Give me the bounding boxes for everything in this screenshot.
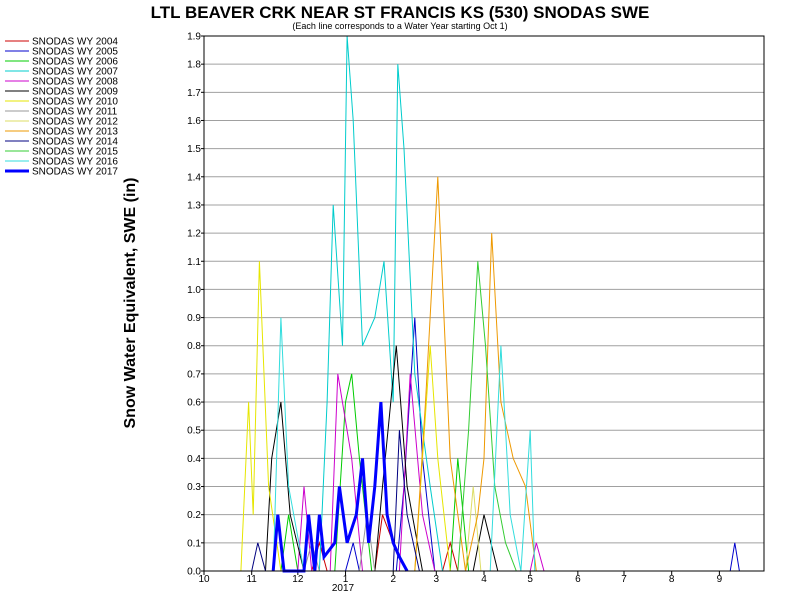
legend-entry: SNODAS WY 2014	[32, 137, 118, 148]
series-line	[414, 176, 537, 572]
series-line	[318, 35, 443, 572]
legend-entry: SNODAS WY 2016	[32, 157, 118, 168]
x-tick-label: 3	[434, 574, 440, 585]
y-tick-label: 1.9	[187, 32, 201, 43]
series-lines	[240, 35, 740, 573]
y-tick-label: 0.0	[187, 567, 201, 578]
y-tick-label: 0.8	[187, 341, 201, 352]
legend-entry: SNODAS WY 2009	[32, 87, 118, 98]
y-tick-label: 1.7	[187, 88, 201, 99]
y-tick-label: 1.3	[187, 200, 201, 211]
series-line	[345, 317, 740, 572]
series-line	[465, 486, 482, 572]
x-axis-year-label: 2017	[332, 583, 355, 594]
y-tick-label: 1.8	[187, 60, 201, 71]
x-tick-label: 9	[717, 574, 723, 585]
legend-entry: SNODAS WY 2004	[32, 37, 118, 48]
series-line	[457, 261, 517, 572]
y-tick-label: 0.5	[187, 426, 201, 437]
legend-entry: SNODAS WY 2011	[32, 107, 118, 118]
x-tick-label: 5	[527, 574, 533, 585]
y-tick-label: 1.6	[187, 116, 201, 127]
series-line	[271, 401, 409, 573]
x-tick-label: 2	[390, 574, 396, 585]
y-tick-label: 0.1	[187, 538, 201, 549]
x-axis-ticks: 10 11 12 1 2 3 4 5 6 7 8 9	[198, 571, 723, 585]
series-line	[272, 317, 536, 572]
legend-entry: SNODAS WY 2015	[32, 147, 118, 158]
y-axis-ticks: 0.0 0.1 0.2 0.3 0.4 0.5 0.6 0.7 0.8 0.9 1.0 1.1 1.2 1…	[187, 32, 204, 578]
series-line	[280, 373, 470, 572]
y-tick-label: 1.5	[187, 144, 201, 155]
legend-entry: SNODAS WY 2012	[32, 117, 118, 128]
y-tick-label: 0.2	[187, 510, 201, 521]
chart-title: LTL BEAVER CRK NEAR ST FRANCIS KS (530) …	[151, 3, 650, 22]
y-axis-label: Snow Water Equivalent, SWE (in)	[122, 178, 139, 429]
y-tick-label: 0.7	[187, 369, 201, 380]
x-tick-label: 10	[198, 574, 210, 585]
legend-entry: SNODAS WY 2007	[32, 67, 118, 78]
y-tick-label: 0.3	[187, 482, 201, 493]
x-tick-label: 1	[343, 574, 349, 585]
legend-entry: SNODAS WY 2013	[32, 127, 118, 138]
x-tick-label: 6	[575, 574, 581, 585]
legend-entry: SNODAS WY 2008	[32, 77, 118, 88]
y-tick-label: 0.6	[187, 398, 201, 409]
x-tick-label: 12	[292, 574, 304, 585]
y-tick-label: 0.9	[187, 313, 201, 324]
chart-subtitle: (Each line corresponds to a Water Year s…	[292, 21, 507, 31]
x-tick-label: 4	[481, 574, 487, 585]
y-tick-label: 1.2	[187, 229, 201, 240]
legend-entry: SNODAS WY 2006	[32, 57, 118, 68]
x-tick-label: 11	[246, 574, 257, 585]
y-tick-label: 0.4	[187, 454, 201, 465]
plot-area-frame	[203, 35, 765, 572]
y-tick-label: 1.0	[187, 285, 201, 296]
legend-entry: SNODAS WY 2005	[32, 47, 118, 58]
x-tick-label: 7	[621, 574, 627, 585]
legend-entry: SNODAS WY 2010	[32, 97, 118, 108]
y-tick-label: 1.1	[187, 257, 201, 268]
x-tick-label: 8	[669, 574, 675, 585]
y-tick-label: 1.4	[187, 172, 201, 183]
legend-entry: SNODAS WY 2017	[32, 167, 118, 178]
